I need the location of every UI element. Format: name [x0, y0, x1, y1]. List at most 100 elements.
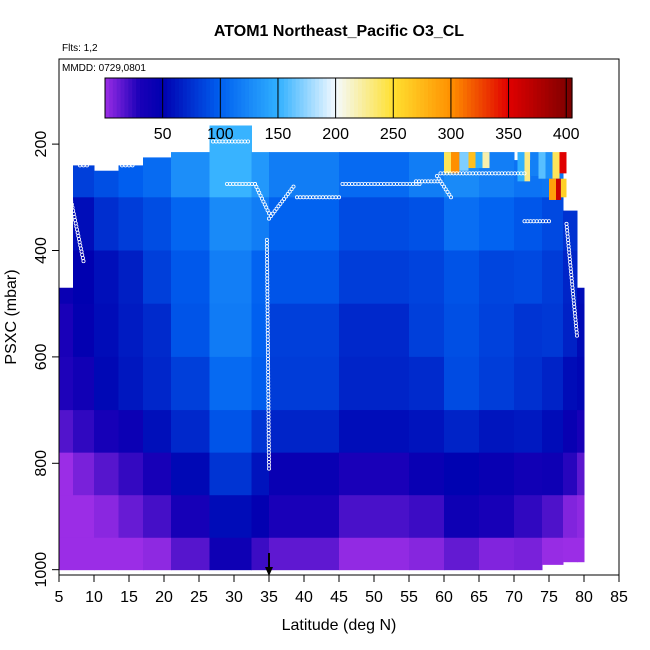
- heatmap-cell: [118, 303, 144, 358]
- colorbar-segment: [163, 78, 168, 118]
- heatmap-cell: [94, 452, 119, 496]
- y-tick-label: 200: [33, 131, 50, 158]
- heatmap-cell: [209, 250, 252, 305]
- heatmap-cell: [479, 303, 515, 358]
- flight-track-point: [575, 333, 580, 338]
- colorbar-segment: [182, 78, 188, 118]
- y-tick-label: 1000: [33, 552, 50, 588]
- heatmap-cell: [59, 495, 74, 539]
- colorbar-segment: [338, 78, 343, 118]
- heatmap-cell: [94, 495, 119, 539]
- heatmap-cell: [451, 152, 460, 174]
- colorbar-segment: [311, 78, 316, 118]
- colorbar-segment: [466, 78, 472, 118]
- heatmap-cell: [339, 410, 410, 454]
- x-tick-label: 40: [295, 589, 313, 606]
- colorbar-segment: [392, 78, 398, 118]
- heatmap-cell: [549, 178, 556, 200]
- heatmap-cell: [269, 152, 340, 198]
- flight-track-point: [270, 211, 275, 216]
- flight-track-point: [336, 195, 341, 200]
- heatmap-cell: [251, 495, 270, 539]
- heatmap-cell: [73, 197, 95, 252]
- colorbar-segment: [350, 78, 355, 118]
- heatmap-cell: [94, 410, 119, 454]
- colorbar-segment: [186, 78, 192, 118]
- heatmap-cell: [209, 537, 252, 571]
- heatmap-cell: [517, 152, 525, 182]
- heatmap-cell: [59, 410, 74, 454]
- colorbar-segment: [482, 78, 487, 118]
- colorbar-segment: [470, 78, 476, 118]
- colorbar-segment: [494, 78, 499, 118]
- flight-track-point: [447, 192, 452, 197]
- heatmap-cell: [143, 157, 172, 198]
- colorbar-segment: [206, 78, 211, 118]
- flights-label: Flts: 1,2: [62, 43, 98, 54]
- heatmap-cell: [118, 410, 144, 454]
- colorbar-segment: [276, 78, 281, 118]
- colorbar-segment: [486, 78, 491, 118]
- x-tick-label: 85: [610, 589, 628, 606]
- heatmap-cell: [209, 303, 252, 358]
- colorbar-segment: [443, 78, 449, 118]
- heatmap-cell: [577, 303, 585, 358]
- heatmap-cell: [339, 152, 410, 198]
- heatmap-cell: [542, 356, 564, 411]
- flight-track-point: [448, 195, 453, 200]
- heatmap-cell: [444, 356, 480, 411]
- heatmap-cell: [560, 178, 567, 198]
- heatmap-cell: [514, 303, 543, 358]
- colorbar-segment: [525, 78, 530, 118]
- colorbar-segment: [389, 78, 394, 118]
- flight-track-point: [81, 259, 86, 264]
- heatmap-cell: [269, 303, 340, 358]
- heatmap-cell: [118, 250, 144, 305]
- marker-arrow-head: [265, 567, 273, 576]
- heatmap-cell: [475, 152, 483, 169]
- x-tick-label: 15: [120, 589, 138, 606]
- colorbar-segment: [233, 78, 238, 118]
- heatmap-cell: [514, 537, 543, 571]
- flight-track-point: [85, 163, 90, 168]
- heatmap-cell: [444, 303, 480, 358]
- heatmap-cell: [118, 356, 144, 411]
- flight-track-point: [291, 184, 296, 189]
- heatmap-cell: [251, 410, 270, 454]
- flight-track-point: [417, 182, 422, 187]
- colorbar-segment: [319, 78, 324, 118]
- colorbar-segment: [529, 78, 534, 118]
- colorbar-segment: [147, 78, 153, 118]
- heatmap-cell: [409, 197, 445, 252]
- flight-track-point: [287, 189, 292, 194]
- flight-track-point: [547, 219, 552, 224]
- colorbar-segment: [533, 78, 538, 118]
- heatmap-cell: [94, 197, 119, 252]
- heatmap-cell: [269, 356, 340, 411]
- heatmap-cell: [209, 452, 252, 496]
- colorbar-segment: [252, 78, 258, 118]
- heatmap-cell: [251, 452, 270, 496]
- x-tick-label: 5: [55, 589, 64, 606]
- colorbar-segment: [322, 78, 328, 118]
- colorbar-tick-label: 400: [553, 126, 580, 143]
- flight-track-point: [268, 214, 273, 219]
- heatmap-cell: [479, 356, 515, 411]
- colorbar-segment: [439, 78, 445, 118]
- heatmap-cell: [59, 452, 74, 496]
- colorbar-segment: [455, 78, 460, 118]
- colorbar-segment: [190, 78, 196, 118]
- colorbar-segment: [210, 78, 215, 118]
- flight-track-point: [65, 180, 70, 185]
- heatmap-cell: [143, 356, 172, 411]
- colorbar-segment: [536, 78, 542, 118]
- heatmap-cell: [444, 537, 480, 571]
- colorbar-segment: [552, 78, 558, 118]
- flight-track-point: [434, 174, 439, 179]
- colorbar-segment: [560, 78, 565, 118]
- heatmap-cell: [482, 152, 490, 169]
- heatmap-cell: [171, 152, 210, 198]
- heatmap-cell: [171, 410, 210, 454]
- x-tick-label: 55: [400, 589, 418, 606]
